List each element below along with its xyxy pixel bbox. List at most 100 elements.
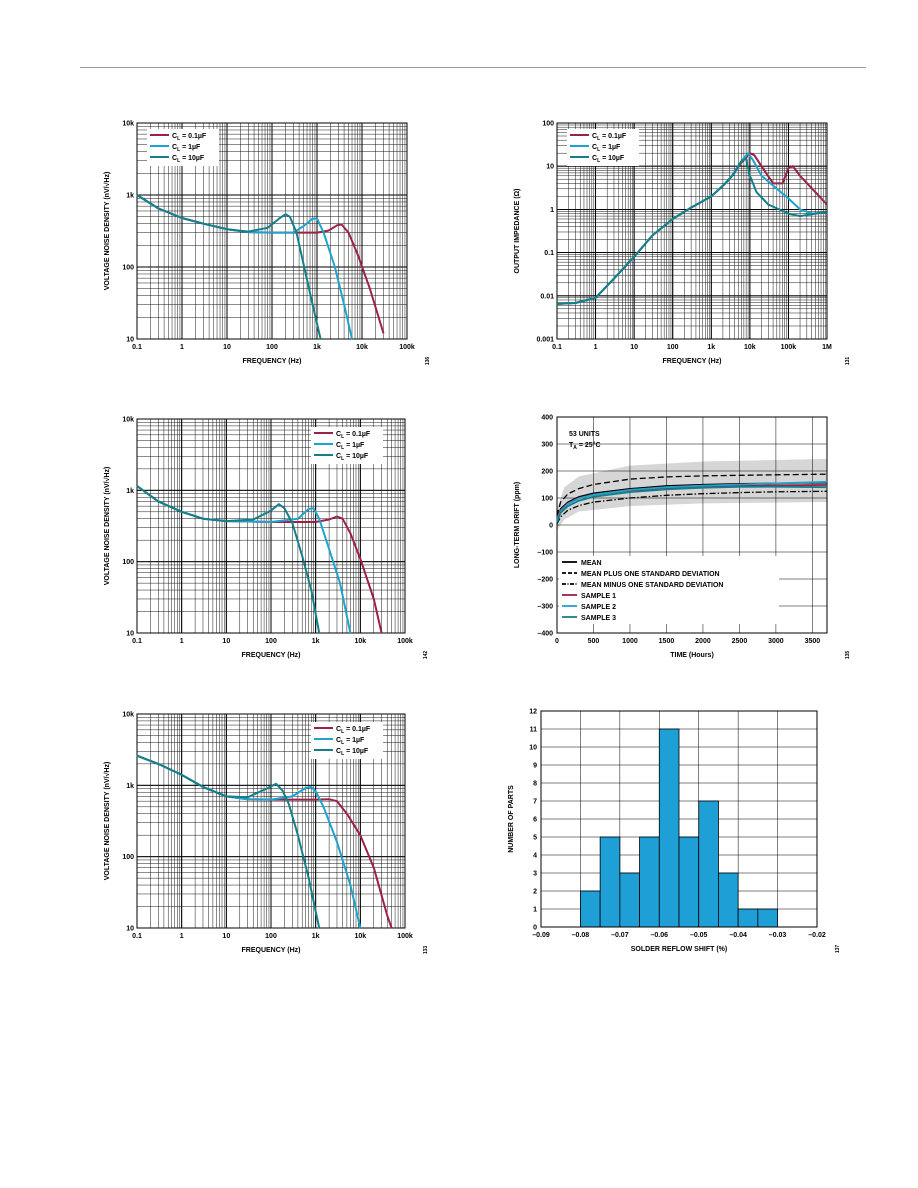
plot-frame xyxy=(556,122,828,340)
figure-code: 137 xyxy=(835,945,841,954)
x-axis-title: TIME (Hours) xyxy=(670,652,714,659)
y-tick-label: 0 xyxy=(549,523,553,530)
x-tick-label: –0.09 xyxy=(532,932,550,939)
x-tick-label: 10k xyxy=(356,344,368,351)
voltage-noise-chart-1: 0.1 1 10 100 1k 10k 100k 10 100 1k 10k CL = 0.1µF CL… xyxy=(103,121,431,366)
legend-label: SAMPLE 2 xyxy=(581,604,616,611)
y-tick-label: –300 xyxy=(537,604,553,611)
y-tick-label: 6 xyxy=(533,817,537,824)
y-tick-label: 9 xyxy=(533,763,537,770)
x-tick-label: 3000 xyxy=(768,638,784,645)
x-tick-label: 2000 xyxy=(695,638,711,645)
legend-label: CL = 10µF xyxy=(172,155,205,164)
y-axis-title: LONG-TERM DRIFT (ppm) xyxy=(514,482,521,568)
plot-frame xyxy=(136,122,408,340)
y-tick-label: 0.01 xyxy=(540,293,554,300)
x-tick-label: 0.1 xyxy=(132,344,142,351)
histogram-bar xyxy=(757,908,778,928)
figure-code: 135 xyxy=(845,651,851,660)
y-tick-label: 400 xyxy=(541,415,553,422)
x-axis-title: FREQUENCY (Hz) xyxy=(242,652,301,659)
legend-label: MEAN PLUS ONE STANDARD DEVIATION xyxy=(581,571,720,578)
x-tick-label: 100k xyxy=(781,344,797,351)
y-axis-title: VOLTAGE NOISE DENSITY (nV/√Hz) xyxy=(103,762,111,881)
y-tick-label: 200 xyxy=(541,469,553,476)
y-tick-label: 0.1 xyxy=(544,250,554,257)
x-tick-label: 3500 xyxy=(805,638,821,645)
header-rule xyxy=(80,67,866,68)
x-tick-label: 0.1 xyxy=(552,344,562,351)
histogram-bar xyxy=(678,836,700,928)
x-tick-label: –0.08 xyxy=(572,932,590,939)
x-axis-title: FREQUENCY (Hz) xyxy=(242,947,301,954)
x-tick-label: 1 xyxy=(180,638,184,645)
y-tick-label: 10 xyxy=(126,631,134,638)
x-tick-label: 1 xyxy=(180,344,184,351)
histogram-bar xyxy=(619,872,640,928)
y-tick-label: 10 xyxy=(546,164,554,171)
legend-label: CL = 10µF xyxy=(336,453,369,462)
plot-frame xyxy=(136,713,406,929)
x-tick-label: 100k xyxy=(397,933,413,940)
y-tick-label: –400 xyxy=(537,631,553,638)
plot-frame xyxy=(136,418,406,634)
x-tick-label: 1 xyxy=(594,344,598,351)
series-line xyxy=(556,490,828,525)
legend-label: SAMPLE 3 xyxy=(581,615,616,622)
units-annotation: 53 UNITS xyxy=(569,431,600,438)
output-impedance-chart: 0.1 1 10 100 1k 10k 100k 1M 0.001 0.01 0.1 1 10 100 CL… xyxy=(514,121,851,366)
x-tick-label: –0.04 xyxy=(729,932,747,939)
y-tick-label: 11 xyxy=(530,727,538,734)
y-tick-label: 100 xyxy=(122,854,134,861)
long-term-drift-chart: 0 500 1000 1500 2000 2500 3000 3500400300200100… xyxy=(514,415,851,660)
y-tick-label: 100 xyxy=(541,496,553,503)
histogram-bar xyxy=(599,836,621,928)
x-tick-label: 100 xyxy=(265,933,277,940)
y-axis-title: NUMBER OF PARTS xyxy=(508,785,515,853)
legend-label: CL = 10µF xyxy=(592,155,625,164)
series-line xyxy=(556,485,828,523)
series-line xyxy=(136,485,321,634)
y-tick-label: –100 xyxy=(537,550,553,557)
plot-frame xyxy=(556,416,828,634)
y-tick-label: 10 xyxy=(126,337,134,344)
legend-box xyxy=(559,556,779,624)
x-tick-label: 10 xyxy=(222,933,230,940)
y-tick-label: 10 xyxy=(126,926,134,933)
x-tick-label: 10k xyxy=(744,344,756,351)
legend-label: CL = 1µF xyxy=(336,442,365,451)
y-tick-label: 3 xyxy=(533,871,537,878)
figure-code: 136 xyxy=(425,357,431,366)
y-tick-label: 10k xyxy=(122,417,134,424)
voltage-noise-chart-2: 0.1 1 10 100 1k 10k 100k 10 100 1k 10k CL = 0.1µF CL… xyxy=(103,417,429,660)
x-axis-title: FREQUENCY (Hz) xyxy=(243,358,302,365)
x-tick-label: 1k xyxy=(707,344,715,351)
y-tick-label: 100 xyxy=(542,121,554,128)
legend-label: CL = 1µF xyxy=(336,737,365,746)
x-tick-label: –0.05 xyxy=(690,932,708,939)
x-axis-title: SOLDER REFLOW SHIFT (%) xyxy=(631,946,727,953)
legend-label: CL = 0.1µF xyxy=(336,726,371,735)
x-axis-title: FREQUENCY (Hz) xyxy=(663,358,722,365)
y-tick-label: 100 xyxy=(122,265,134,272)
y-axis-title: OUTPUT IMPEDANCE (Ω) xyxy=(514,189,521,274)
histogram-bar xyxy=(580,890,601,928)
y-tick-label: –200 xyxy=(537,577,553,584)
x-tick-label: –0.06 xyxy=(651,932,669,939)
y-tick-label: 1 xyxy=(533,907,537,914)
figure-code: 142 xyxy=(423,651,429,660)
histogram-bar xyxy=(698,800,719,928)
series-line xyxy=(136,754,321,929)
series-line xyxy=(556,473,828,516)
x-tick-label: 1k xyxy=(312,638,320,645)
y-tick-label: 5 xyxy=(533,835,537,842)
series-line xyxy=(556,480,828,522)
y-tick-label: 8 xyxy=(533,781,537,788)
x-tick-label: 1500 xyxy=(659,638,675,645)
legend-label: MEAN xyxy=(581,560,602,567)
histogram-bar xyxy=(718,872,739,928)
series-line xyxy=(136,194,322,340)
x-tick-label: 1000 xyxy=(622,638,638,645)
x-tick-label: 0.1 xyxy=(132,933,142,940)
x-tick-label: 100 xyxy=(667,344,679,351)
